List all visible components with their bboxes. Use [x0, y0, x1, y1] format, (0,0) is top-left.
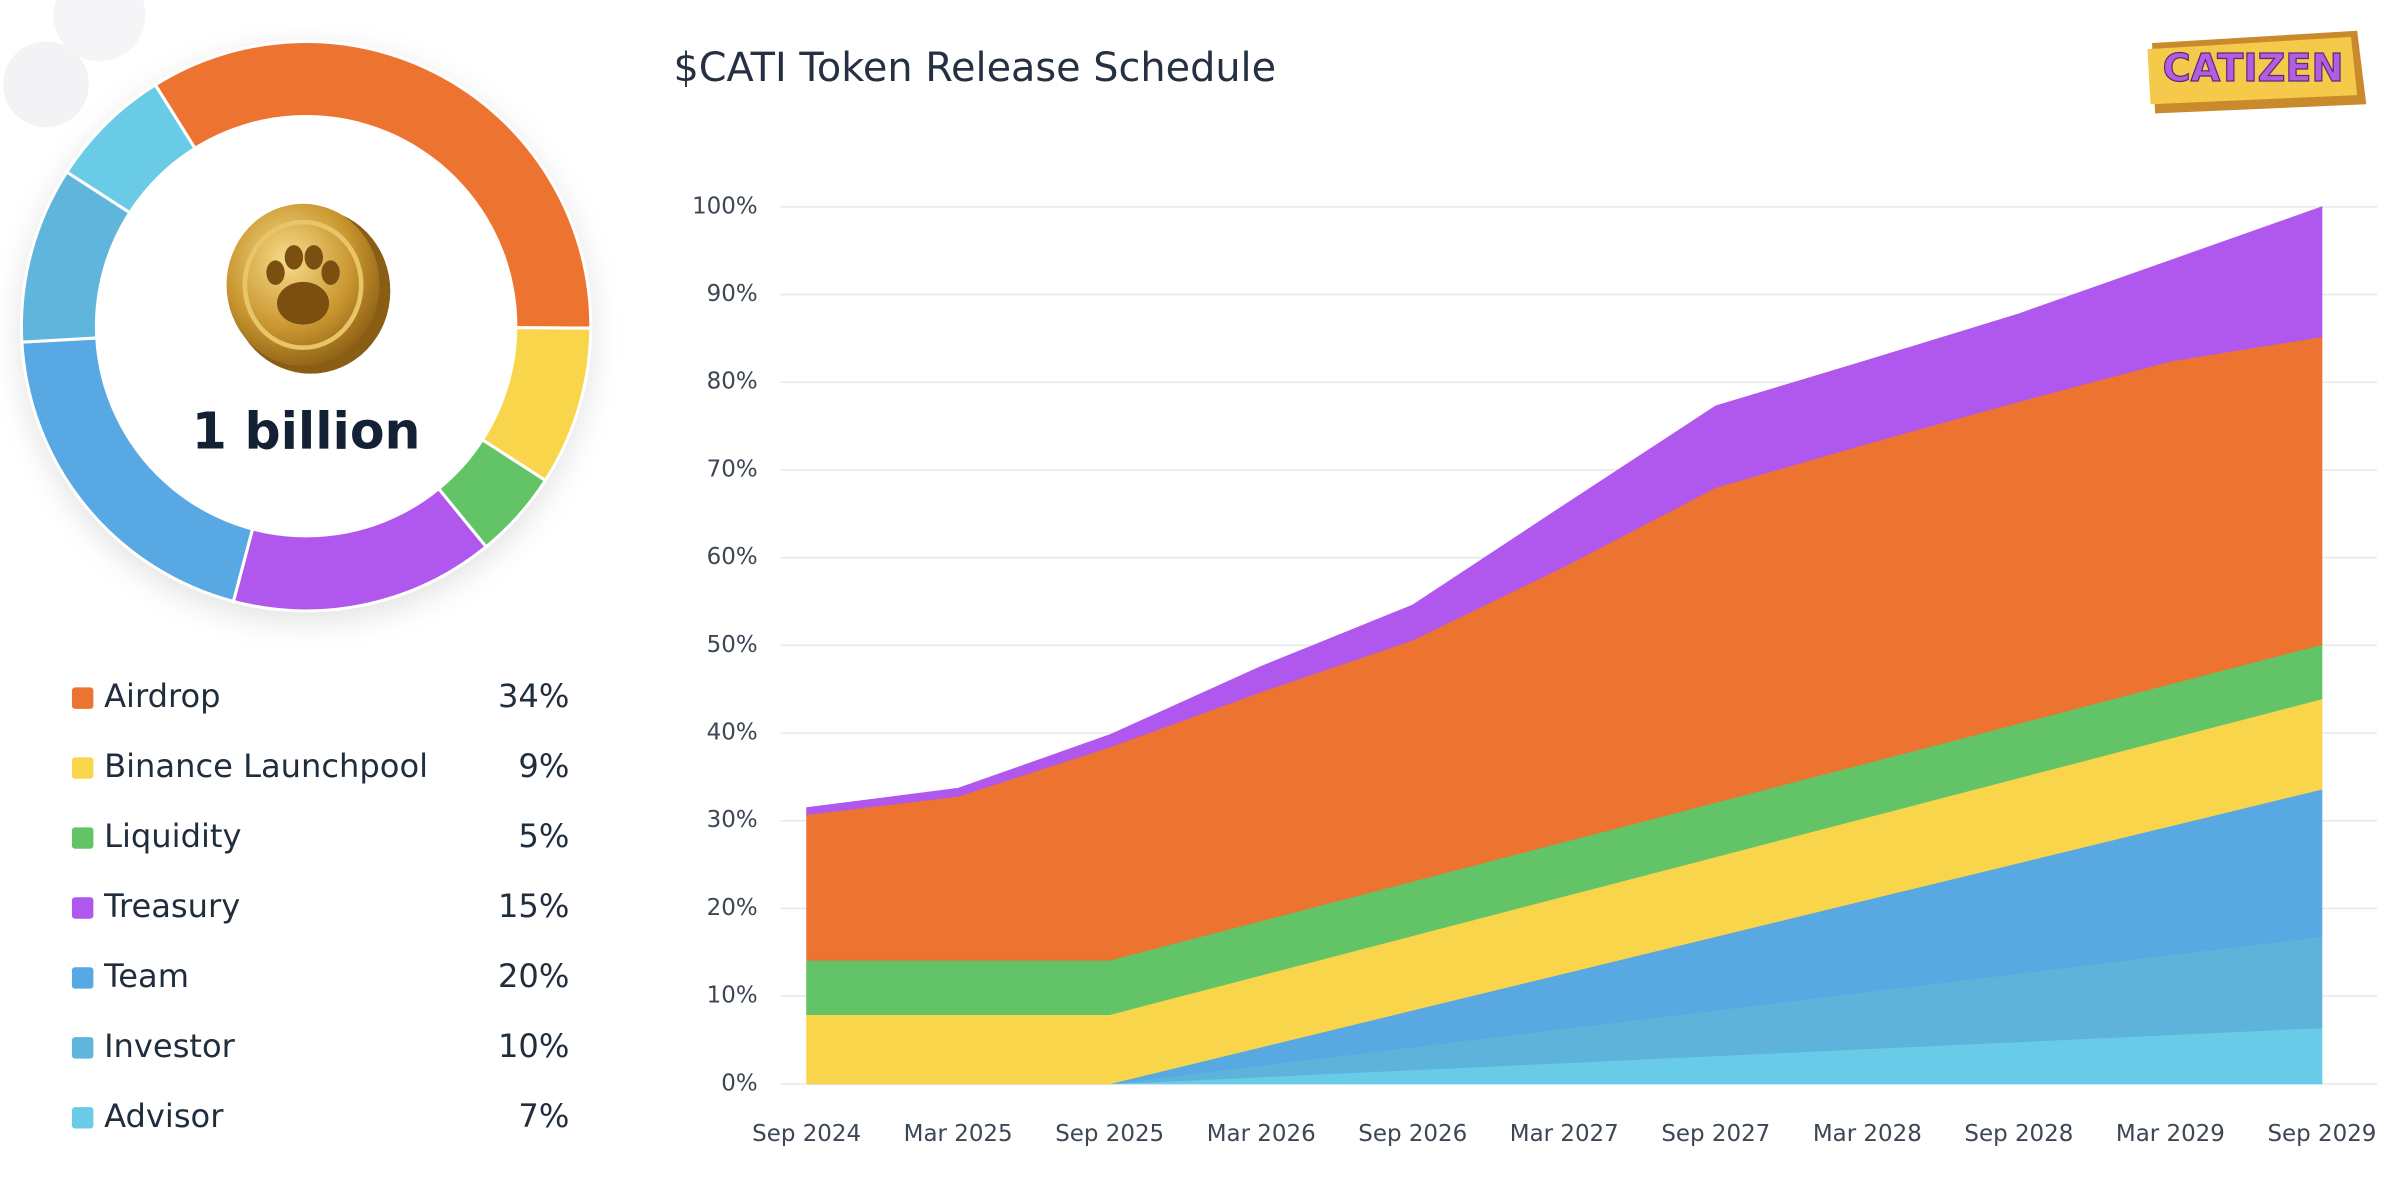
- legend-swatch: [71, 757, 94, 779]
- y-tick-label: 40%: [707, 720, 758, 746]
- x-tick-label: Sep 2024: [752, 1121, 861, 1147]
- legend-value: 10%: [498, 1027, 569, 1065]
- legend-swatch: [71, 827, 94, 849]
- y-tick-label: 50%: [707, 632, 758, 658]
- y-tick-label: 90%: [707, 281, 758, 307]
- y-tick-label: 60%: [707, 544, 758, 570]
- legend-label: Investor: [104, 1027, 236, 1065]
- legend-swatch: [71, 897, 94, 919]
- y-tick-label: 80%: [707, 369, 758, 395]
- legend-value: 15%: [498, 887, 569, 925]
- legend-label: Team: [103, 957, 189, 995]
- legend-label: Treasury: [103, 887, 240, 925]
- x-tick-label: Sep 2027: [1661, 1121, 1770, 1147]
- x-tick-label: Mar 2029: [2116, 1121, 2225, 1147]
- x-tick-label: Sep 2026: [1358, 1121, 1467, 1147]
- logo-text: CATIZEN: [2163, 46, 2344, 91]
- area: [806, 206, 2323, 816]
- chart-title: $CATI Token Release Schedule: [673, 45, 1276, 91]
- x-tick-label: Sep 2028: [1964, 1121, 2073, 1147]
- legend-swatch: [71, 1107, 94, 1129]
- x-tick-label: Mar 2028: [1813, 1121, 1922, 1147]
- legend: Airdrop 34% Binance Launchpool 9% Liquidity 5…: [71, 677, 569, 1135]
- legend-label: Liquidity: [104, 817, 241, 855]
- y-tick-label: 70%: [707, 456, 758, 482]
- y-tick-label: 100%: [692, 193, 758, 219]
- legend-swatch: [71, 1037, 94, 1059]
- decor: [53, 0, 146, 62]
- x-tick-label: Mar 2027: [1510, 1121, 1619, 1147]
- y-tick-label: 10%: [707, 983, 758, 1009]
- legend-swatch: [71, 687, 94, 709]
- legend-label: Binance Launchpool: [104, 747, 428, 785]
- x-tick-label: Sep 2025: [1055, 1121, 1164, 1147]
- legend-value: 20%: [498, 957, 569, 995]
- legend-value: 7%: [518, 1097, 569, 1135]
- center-label: 1 billion: [192, 401, 421, 460]
- coin-icon: [226, 203, 391, 374]
- logo: CATIZEN: [2147, 30, 2367, 114]
- legend-swatch: [71, 967, 94, 989]
- y-tick-label: 0%: [721, 1070, 757, 1096]
- legend-value: 5%: [518, 817, 569, 855]
- decor: [3, 41, 89, 128]
- y-tick-label: 20%: [707, 895, 758, 921]
- x-tick-label: Mar 2026: [1207, 1121, 1316, 1147]
- plot: 0% 10% 20% 30% 40% 50% 60% 70% 80% 90% 100% Sep 202…: [692, 193, 2378, 1147]
- legend-value: 9%: [518, 747, 569, 785]
- x-tick-label: Sep 2029: [2267, 1121, 2376, 1147]
- y-tick-label: 30%: [707, 807, 758, 833]
- legend-value: 34%: [498, 677, 569, 715]
- legend-label: Advisor: [104, 1097, 224, 1135]
- legend-label: Airdrop: [104, 677, 220, 715]
- x-tick-label: Mar 2025: [904, 1121, 1013, 1147]
